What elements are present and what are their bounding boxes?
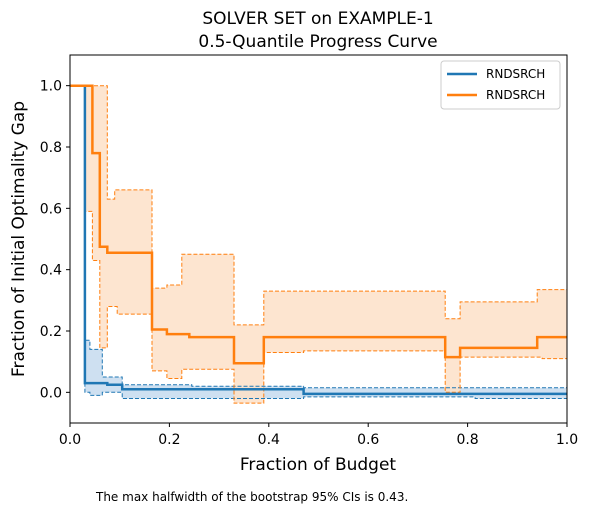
- y-tick-label-0: 0.0: [40, 385, 62, 401]
- y-axis-ticks: 0.0 0.2 0.4 0.6 0.8 1.0: [40, 79, 70, 401]
- legend: RNDSRCH RNDSRCH: [440, 60, 561, 110]
- legend-label-orange: RNDSRCH: [486, 88, 545, 102]
- y-tick-label-1: 0.2: [40, 324, 62, 340]
- median-line-series-0: [70, 84, 567, 396]
- chart-title-line1: SOLVER SET on EXAMPLE-1: [202, 9, 433, 29]
- confidence-bands: [70, 85, 567, 404]
- y-tick-label-4: 0.8: [40, 140, 62, 156]
- ci-lower-series-1: [70, 85, 567, 404]
- y-tick-label-5: 1.0: [40, 79, 62, 95]
- x-tick-label-0: 0.0: [59, 432, 81, 448]
- x-tick-label-1: 0.2: [158, 432, 180, 448]
- x-tick-label-4: 0.8: [456, 432, 478, 448]
- ci-band-series-1: [70, 85, 567, 404]
- plot-frame: [69, 54, 568, 424]
- legend-label-blue: RNDSRCH: [486, 67, 545, 81]
- y-tick-label-2: 0.4: [40, 263, 62, 279]
- y-axis-label: Fraction of Initial Optimality Gap: [9, 101, 29, 377]
- ci-upper-series-1: [70, 85, 567, 326]
- x-axis-ticks: 0.0 0.2 0.4 0.6 0.8 1.0: [59, 423, 578, 448]
- bootstrap-note: The max halfwidth of the bootstrap 95% C…: [95, 490, 408, 504]
- x-tick-label-3: 0.6: [357, 432, 379, 448]
- median-curves: [70, 84, 567, 396]
- y-tick-label-3: 0.6: [40, 201, 62, 217]
- chart-title-line2: 0.5-Quantile Progress Curve: [198, 32, 437, 52]
- x-axis-label: Fraction of Budget: [240, 455, 397, 475]
- median-line-series-1: [70, 84, 567, 365]
- ci-lower-series-0: [70, 85, 567, 399]
- x-tick-label-2: 0.4: [258, 432, 280, 448]
- x-tick-label-5: 1.0: [556, 432, 578, 448]
